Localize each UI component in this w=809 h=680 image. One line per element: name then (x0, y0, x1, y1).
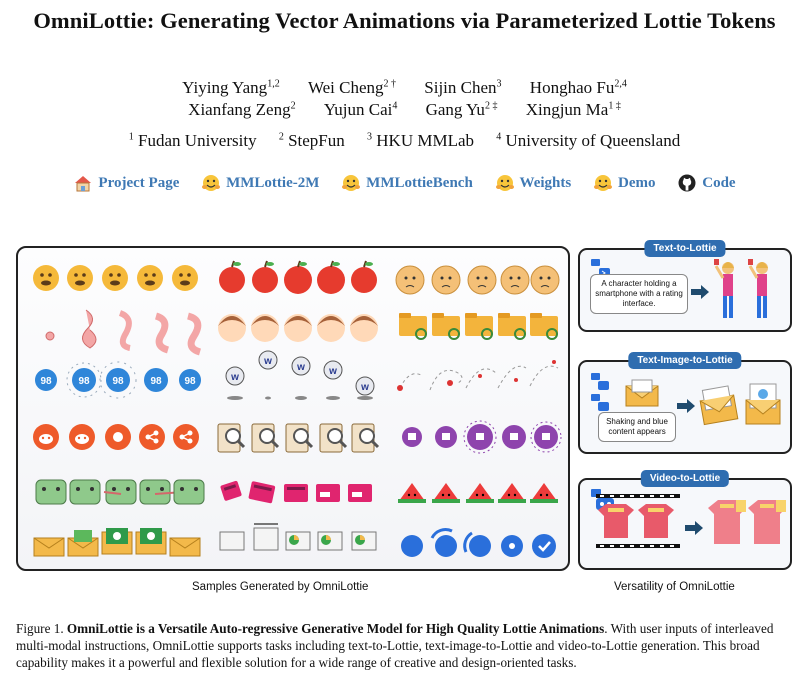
text-prompt-bubble: A character holding a smartphone with a … (590, 274, 688, 314)
authors-row-2: Xianfang Zeng2 Yujun Cai4 Gang Yu2 ‡ Xin… (0, 100, 809, 120)
pink-shape-row (45, 309, 202, 356)
svg-text:w: w (230, 372, 239, 383)
house-icon (75, 176, 92, 192)
author: Xingjun Ma1 ‡ (525, 100, 621, 119)
author: Honghao Fu2,4 (529, 78, 627, 97)
author: Wei Cheng2 † (307, 78, 397, 97)
user-input-icon (591, 373, 609, 411)
text-image-to-lottie-tag: Text-Image-to-Lottie (628, 352, 742, 369)
input-envelope-image (625, 379, 659, 407)
twitch-icon-row (402, 420, 562, 454)
author: Xianfang Zeng2 (188, 100, 296, 119)
figure-caption-text: . With user inputs of interleaved multi-… (16, 621, 774, 670)
hugging-face-icon (202, 175, 221, 191)
boy-face-row (218, 314, 378, 342)
figure-label: Figure 1. (16, 621, 64, 636)
samples-grid: 98 98 98 98 98 w w w w w (33, 260, 562, 558)
github-icon (678, 174, 696, 192)
apple-row (219, 260, 377, 294)
figure-caption-bold: OmniLottie is a Versatile Auto-regressiv… (66, 621, 605, 636)
badge-98-label: 98 (112, 376, 124, 387)
hugging-face-icon (342, 175, 361, 191)
badge-98-label: 98 (78, 376, 90, 387)
code-link[interactable]: Code (677, 174, 736, 192)
author: Yujun Cai4 (323, 100, 398, 119)
text-to-lottie-panel: Text-to-Lottie A character holding a sma… (578, 240, 792, 332)
badge-98-label: 98 (40, 376, 52, 387)
svg-text:w: w (360, 382, 369, 393)
samples-panel: 98 98 98 98 98 w w w w w (16, 246, 570, 571)
emoji-face-row (33, 265, 198, 291)
versatility-caption: Versatility of OmniLottie (614, 581, 735, 593)
text-image-to-lottie-panel: Text-Image-to-Lottie Shaking and blue co… (578, 352, 792, 454)
mmlottie-2m-link[interactable]: MMLottie-2M (201, 174, 319, 192)
badge-98-label: 98 (150, 376, 162, 387)
video-to-lottie-tag: Video-to-Lottie (640, 470, 730, 487)
text-to-lottie-tag: Text-to-Lottie (644, 240, 726, 257)
affiliation: 3 HKU MMLab (367, 131, 475, 150)
badge-98-row: 98 98 98 98 98 (35, 361, 201, 399)
frog-row (35, 479, 205, 505)
affiliations: 1 Fudan University 2 StepFun 3 HKU MMLab… (0, 131, 809, 151)
resource-links: Project Page MMLottie-2M MMLottieBench W… (0, 174, 809, 197)
animated-envelope-output (699, 383, 781, 426)
hugging-face-icon (495, 175, 514, 191)
video-frames (596, 494, 680, 548)
pink-card-row (220, 480, 372, 504)
clipboard-search-row (217, 423, 380, 453)
author: Gang Yu2 ‡ (425, 100, 498, 119)
text-prompt-bubble: Shaking and blue content appears (598, 412, 676, 442)
project-page-link[interactable]: Project Page (73, 174, 179, 192)
check-circle-row (401, 528, 556, 558)
author: Sijin Chen3 (424, 78, 502, 97)
arrow-right-icon (691, 285, 709, 299)
weights-link[interactable]: Weights (495, 174, 571, 192)
map-path-row (397, 360, 559, 391)
demo-link[interactable]: Demo (593, 174, 655, 192)
hugging-face-icon (593, 175, 612, 191)
affiliation: 1 Fudan University (128, 131, 257, 150)
coin-row: w w w w w (225, 350, 375, 400)
mmlottiebench-link[interactable]: MMLottieBench (341, 174, 473, 192)
svg-text:w: w (328, 366, 337, 377)
video-to-lottie-panel: Video-to-Lottie (578, 470, 792, 570)
folder-row (399, 313, 558, 340)
svg-text:w: w (263, 356, 272, 367)
badge-98-label: 98 (184, 376, 196, 387)
samples-caption: Samples Generated by OmniLottie (192, 581, 369, 593)
arrow-right-icon (677, 399, 695, 413)
authors-row-1: Yiying Yang1,2 Wei Cheng2 † Sijin Chen3 … (0, 78, 809, 98)
reddit-share-row (33, 424, 199, 450)
svg-text:w: w (296, 362, 305, 373)
old-man-face-row (395, 265, 560, 295)
figure-caption: Figure 1. OmniLottie is a Versatile Auto… (16, 620, 796, 671)
character-animation (714, 259, 768, 318)
arrow-right-icon (685, 521, 703, 535)
presentation-board-row (219, 523, 377, 551)
paper-title: OmniLottie: Generating Vector Animations… (33, 8, 776, 33)
watermelon-row (398, 483, 558, 503)
shirt-animation-output (708, 500, 786, 544)
affiliation: 4 University of Queensland (496, 131, 681, 150)
envelope-row (33, 528, 201, 557)
author: Yiying Yang1,2 (182, 78, 280, 97)
affiliation: 2 StepFun (278, 131, 345, 150)
